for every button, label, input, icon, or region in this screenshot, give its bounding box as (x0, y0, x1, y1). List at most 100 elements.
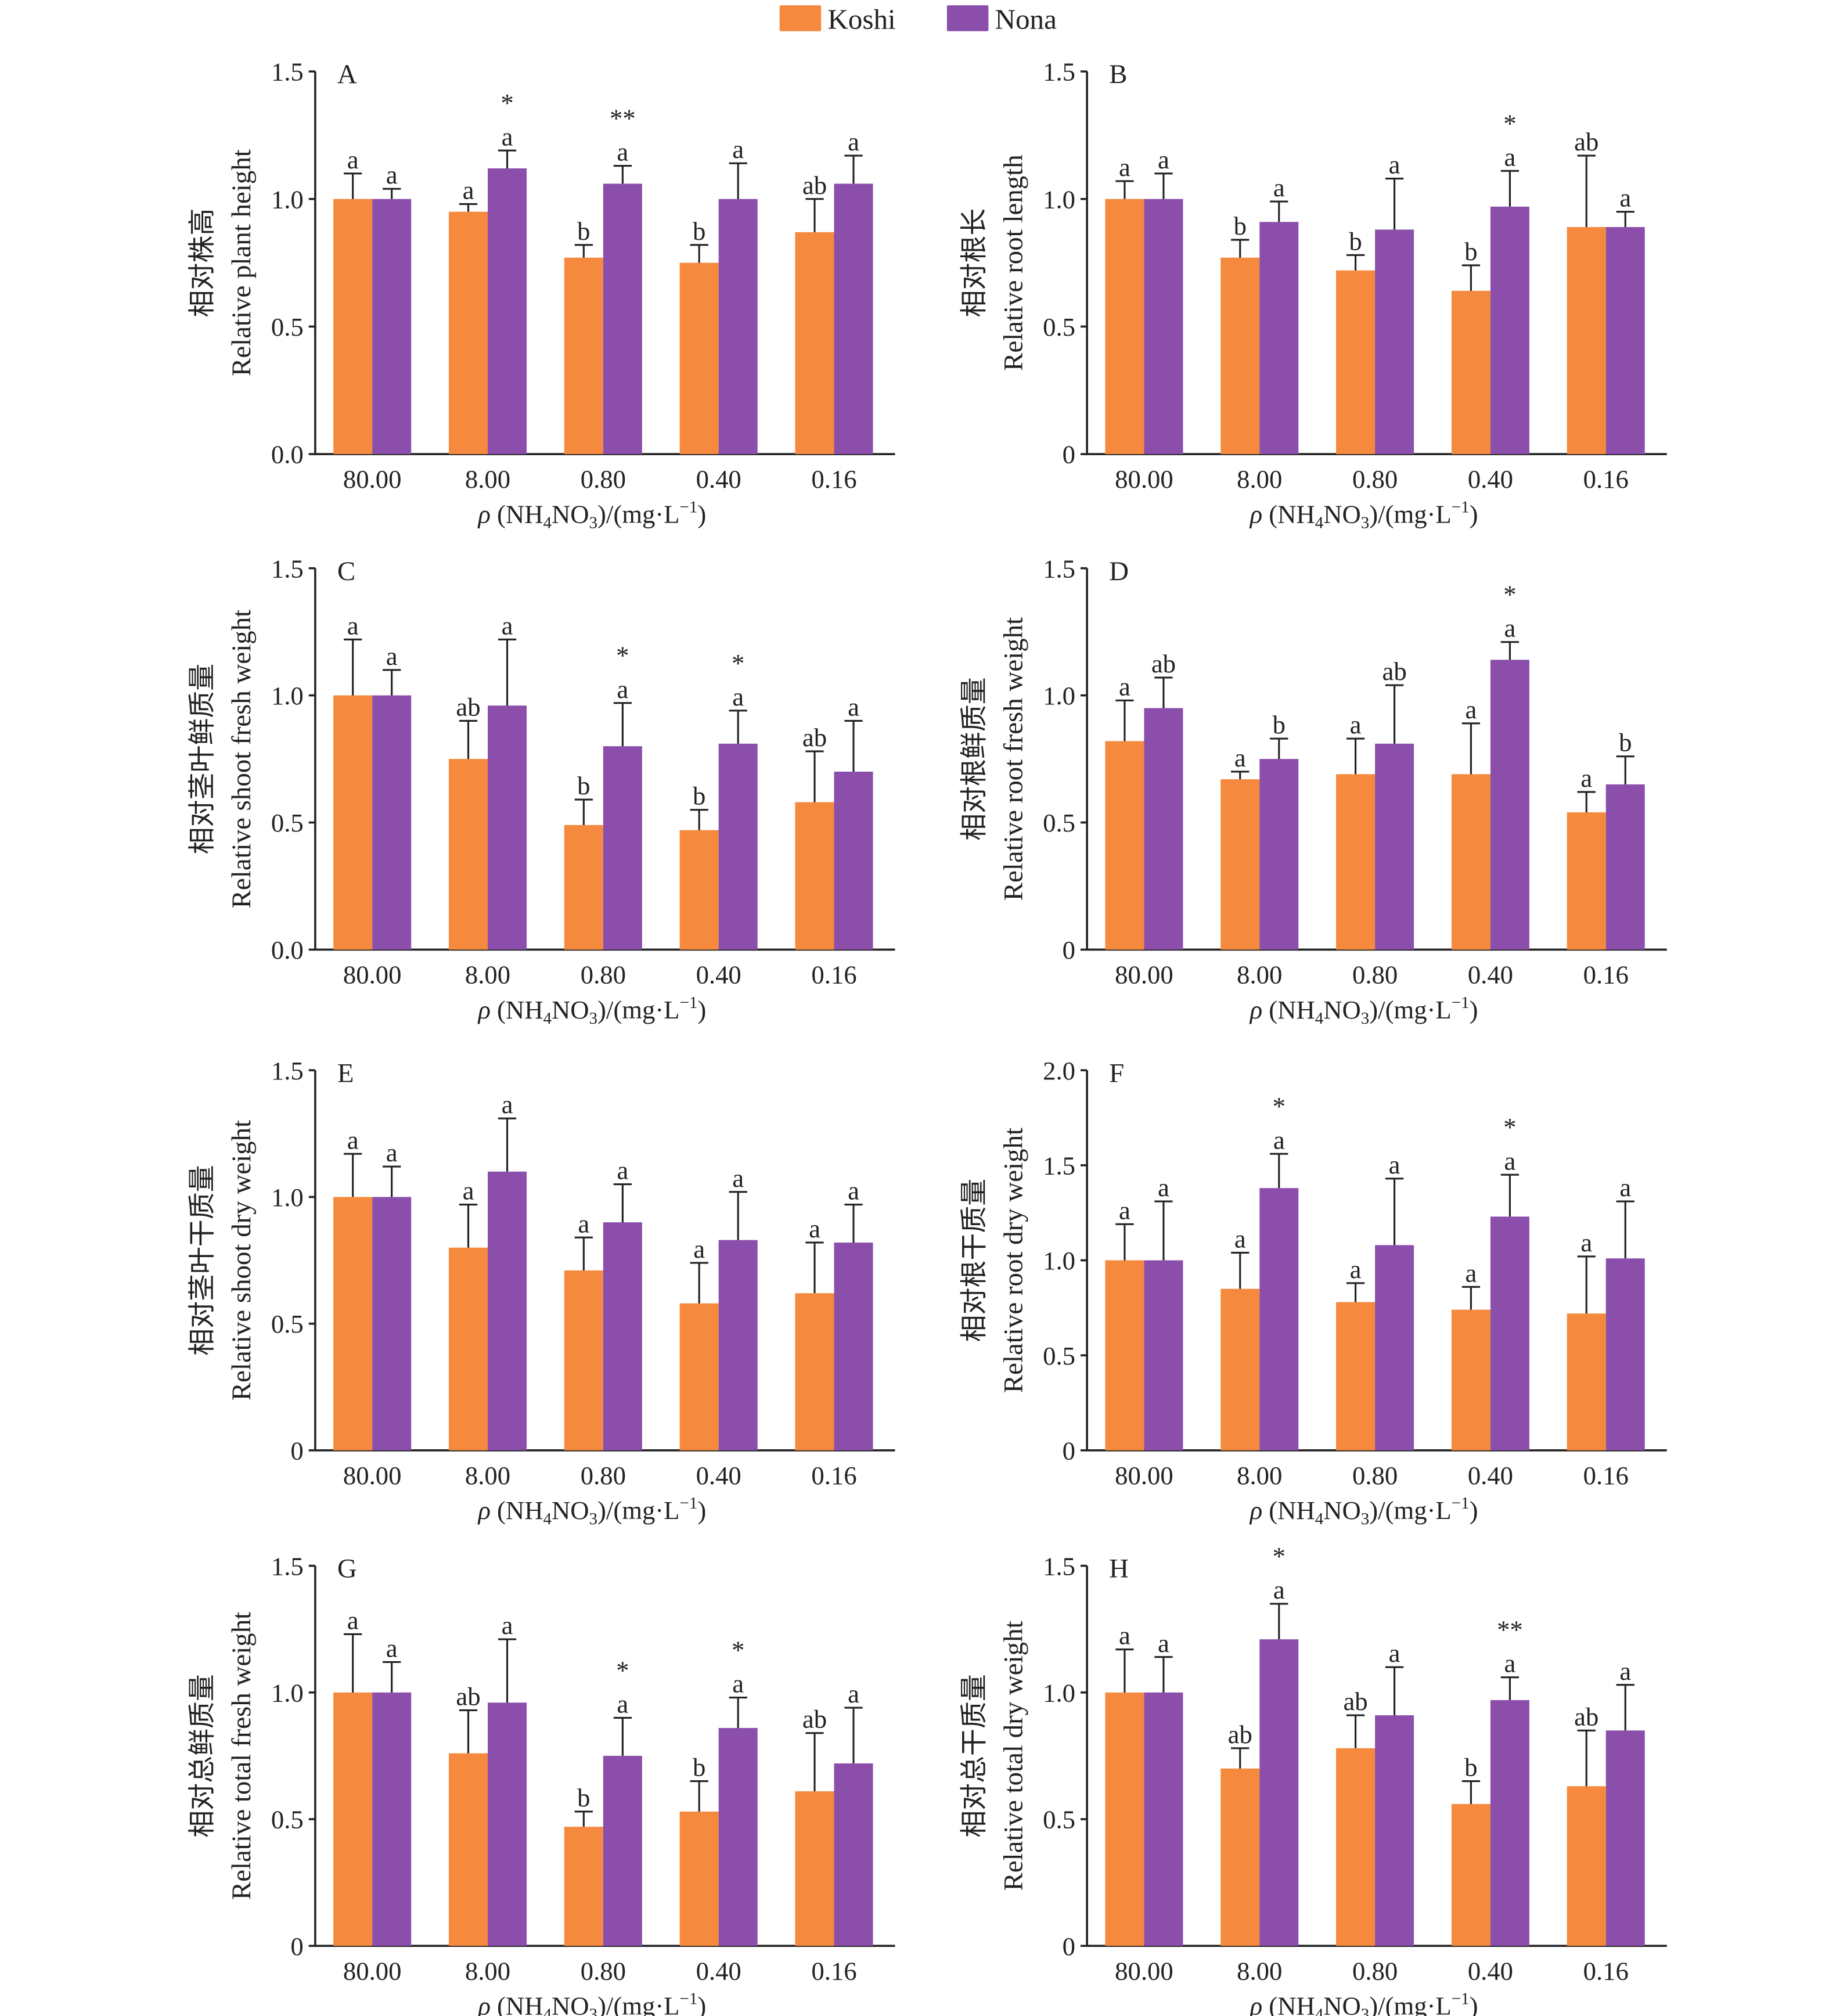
bar-nona (488, 705, 527, 950)
significance-letter: a (386, 642, 398, 671)
x-axis-label-part: 3 (1361, 1009, 1370, 1028)
x-axis-label-part: )/(mg·L (1369, 995, 1451, 1024)
y-axis-label-cn: 相对茎叶干质量 (188, 1165, 218, 1355)
y-axis-label-en: Relative shoot fresh weight (226, 610, 257, 909)
x-axis-label-part: NO (1323, 1992, 1361, 2016)
significance-star: ** (1497, 1615, 1523, 1644)
significance-star: * (616, 641, 629, 670)
x-tick-label: 0.80 (581, 960, 626, 989)
significance-letter: a (1158, 145, 1169, 174)
significance-letter: a (1389, 1639, 1400, 1668)
significance-star: * (1503, 1113, 1516, 1142)
y-axis-label-en: Relative shoot dry weight (226, 1120, 257, 1401)
x-axis-label: ρ (NH4NO3)/(mg·L−1) (477, 498, 706, 532)
x-tick-label: 0.80 (581, 1956, 626, 1985)
x-tick-label: 0.40 (1468, 465, 1513, 494)
bar-koshi (795, 1293, 834, 1450)
significance-letter: a (347, 1606, 359, 1635)
bar-nona (1144, 1260, 1183, 1450)
bar-koshi (795, 802, 834, 950)
significance-letter: a (617, 1690, 628, 1719)
legend: Koshi Nona (779, 3, 1057, 35)
x-axis-label-part: −1 (679, 498, 697, 517)
bar-nona (1144, 199, 1183, 455)
bar-nona (1375, 1715, 1414, 1946)
bar-koshi (564, 825, 603, 950)
bar-nona (603, 1755, 642, 1946)
bar-koshi (1567, 812, 1606, 950)
significance-letter: a (1119, 672, 1130, 701)
x-axis-label-part: (NH (491, 995, 543, 1024)
significance-letter: a (1389, 150, 1400, 179)
x-axis-label-part: −1 (1452, 498, 1470, 517)
significance-letter: a (1119, 1196, 1130, 1225)
x-tick-label: 0.40 (696, 465, 741, 494)
y-tick-label: 0.5 (1043, 808, 1075, 837)
x-tick-label: 0.16 (811, 1956, 856, 1985)
bar-koshi (448, 759, 488, 950)
x-axis-label-part: ) (697, 499, 706, 528)
bar-koshi (1451, 774, 1490, 950)
significance-letter: ab (1574, 1702, 1598, 1731)
x-axis-label-part: )/(mg·L (597, 995, 679, 1024)
x-axis-label-part: ρ (1249, 995, 1262, 1024)
x-tick-label: 8.00 (465, 1461, 510, 1490)
x-tick-label: 80.00 (1115, 960, 1173, 989)
panel-label: A (337, 59, 357, 89)
significance-letter: a (578, 1209, 589, 1238)
bar-koshi (333, 199, 373, 455)
panel-label: B (1109, 59, 1127, 89)
significance-letter: a (1273, 1125, 1285, 1154)
x-axis-label-part: ) (1470, 499, 1478, 528)
significance-letter: a (1504, 142, 1516, 171)
significance-letter: a (848, 1679, 859, 1708)
y-tick-label: 0.5 (271, 1309, 304, 1338)
y-tick-label: 1.0 (1043, 185, 1075, 214)
bar-nona (603, 183, 642, 455)
bar-nona (1259, 222, 1299, 455)
y-axis-label-en: Relative total fresh weight (226, 1612, 257, 1900)
y-tick-label: 0.5 (271, 1805, 304, 1834)
x-axis-label-part: −1 (679, 1494, 697, 1513)
significance-letter: ab (1574, 127, 1598, 156)
panel-label: F (1109, 1058, 1124, 1088)
significance-letter: b (693, 782, 705, 811)
significance-letter: a (386, 1634, 398, 1663)
bar-nona (372, 695, 412, 950)
y-tick-label: 0 (1063, 1436, 1075, 1465)
bar-nona (372, 1692, 412, 1946)
bar-koshi (1105, 1692, 1144, 1946)
bar-koshi (1451, 1309, 1490, 1450)
significance-letter: a (1158, 1629, 1169, 1658)
x-axis-label-part: ρ (477, 1992, 490, 2016)
bar-nona (1605, 227, 1645, 455)
bar-koshi (564, 1827, 603, 1946)
bar-nona (603, 1222, 642, 1450)
significance-letter: a (502, 1611, 513, 1640)
bar-nona (834, 183, 873, 455)
y-axis-label-en: Relative root length (998, 154, 1028, 371)
significance-letter: a (1234, 743, 1246, 772)
significance-letter: a (1273, 173, 1285, 202)
x-axis-label-part: 4 (543, 1009, 552, 1028)
bar-nona (1375, 743, 1414, 950)
x-axis-label-part: (NH (491, 499, 543, 528)
significance-letter: b (577, 217, 590, 246)
bar-nona (372, 199, 412, 455)
significance-letter: a (732, 135, 744, 164)
significance-letter: b (1464, 1753, 1477, 1782)
legend-swatch-nona (946, 5, 989, 31)
significance-letter: b (693, 217, 705, 246)
significance-letter: b (577, 1783, 590, 1812)
x-tick-label: 80.00 (343, 960, 402, 989)
x-tick-label: 0.16 (1583, 465, 1629, 494)
x-axis-label: ρ (NH4NO3)/(mg·L−1) (1249, 993, 1478, 1028)
x-axis-label-part: 4 (1315, 1510, 1324, 1528)
y-tick-label: 1.5 (1043, 554, 1075, 583)
x-axis-label-part: )/(mg·L (597, 499, 679, 528)
bar-nona (372, 1197, 412, 1450)
bar-koshi (564, 1270, 603, 1450)
x-axis-label-part: −1 (1452, 1990, 1470, 2008)
y-tick-label: 0.5 (1043, 1341, 1075, 1370)
x-axis-label-part: NO (552, 1992, 589, 2016)
